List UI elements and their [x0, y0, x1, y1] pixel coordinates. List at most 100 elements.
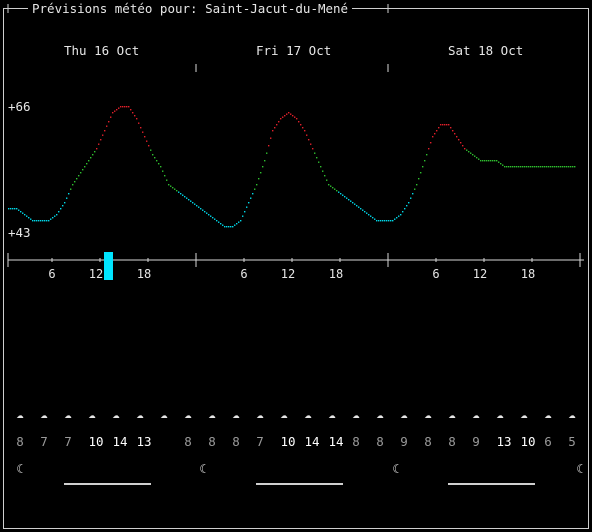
temperature-point: [522, 166, 524, 168]
temperature-point: [404, 208, 406, 210]
temperature-point: [462, 145, 464, 147]
temperature-point: [562, 166, 564, 168]
night-icon: ☾: [392, 462, 400, 476]
temperature-point: [402, 211, 404, 213]
temperature-point: [234, 224, 236, 226]
temperature-point: [218, 221, 220, 223]
temperature-point: [518, 166, 520, 168]
temperature-point: [530, 166, 532, 168]
temperature-point: [394, 218, 396, 220]
temperature-point: [472, 154, 474, 156]
temperature-point: [242, 215, 244, 217]
temperature-point: [488, 160, 490, 162]
temperature-point: [534, 166, 536, 168]
temperature-point: [124, 106, 126, 108]
night-icon: ☾: [16, 462, 24, 476]
temperature-point: [228, 226, 230, 228]
temperature-point: [498, 161, 500, 163]
weather-icon: ☁: [544, 407, 552, 421]
temperature-point: [26, 215, 28, 217]
temperature-point: [148, 145, 150, 147]
temperature-point: [496, 160, 498, 162]
temperature-point: [342, 194, 344, 196]
temperature-point: [140, 127, 142, 129]
daylight-bar: [256, 483, 343, 485]
temperature-point: [288, 112, 290, 114]
temperature-point: [18, 209, 20, 211]
temperature-point: [256, 184, 258, 186]
current-time-marker: [104, 252, 113, 280]
temperature-point: [136, 118, 138, 120]
temperature-point: [184, 196, 186, 198]
temperature-point: [406, 205, 408, 207]
temperature-point: [390, 220, 392, 222]
weather-icon: ☁: [376, 407, 384, 421]
hour-tick-label: 12: [472, 267, 488, 281]
day-label: Sat 18 Oct: [448, 43, 524, 58]
weather-icon: ☁: [208, 407, 216, 421]
temperature-point: [524, 166, 526, 168]
temperature-point: [482, 160, 484, 162]
temperature-point: [408, 202, 410, 204]
temperature-point: [392, 220, 394, 222]
temperature-point: [436, 130, 438, 132]
temperature-point: [128, 106, 130, 108]
weather-icon: ☁: [472, 407, 480, 421]
temperature-point: [388, 220, 390, 222]
temperature-point: [134, 115, 136, 117]
temperature-point: [156, 160, 158, 162]
temperature-point: [186, 197, 188, 199]
temperature-point: [280, 118, 282, 120]
forecast-value: 13: [496, 434, 512, 449]
weather-icon: ☁: [232, 407, 240, 421]
temperature-point: [50, 218, 52, 220]
temperature-point: [554, 166, 556, 168]
temperature-point: [214, 218, 216, 220]
temperature-point: [90, 157, 92, 159]
temperature-point: [196, 205, 198, 207]
temperature-point: [512, 166, 514, 168]
day-label: Thu 16 Oct: [64, 43, 140, 58]
temperature-point: [340, 193, 342, 195]
temperature-point: [28, 217, 30, 219]
temperature-point: [164, 175, 166, 177]
forecast-value: 7: [256, 434, 264, 449]
temperature-point: [70, 188, 72, 190]
temperature-point: [52, 217, 54, 219]
temperature-point: [64, 202, 66, 204]
temperature-point: [398, 215, 400, 217]
temperature-point: [350, 200, 352, 202]
temperature-point: [206, 212, 208, 214]
forecast-value: 6: [544, 434, 552, 449]
temperature-point: [334, 188, 336, 190]
temperature-point: [20, 211, 22, 213]
temperature-point: [542, 166, 544, 168]
temperature-point: [264, 160, 266, 162]
weather-icon: ☁: [448, 407, 456, 421]
temperature-point: [38, 220, 40, 222]
temperature-point: [304, 130, 306, 132]
temperature-point: [454, 133, 456, 135]
temperature-point: [282, 116, 284, 118]
temperature-point: [160, 166, 162, 168]
temperature-point: [514, 166, 516, 168]
night-icon: ☾: [576, 462, 584, 476]
temperature-point: [270, 137, 272, 139]
weather-icon: ☁: [424, 407, 432, 421]
weather-icon: ☁: [304, 407, 312, 421]
temperature-point: [556, 166, 558, 168]
weather-icon: ☁: [256, 407, 264, 421]
weather-icon: ☁: [520, 407, 528, 421]
temperature-point: [48, 220, 50, 222]
temperature-point: [56, 214, 58, 216]
temperature-point: [476, 157, 478, 159]
temperature-point: [426, 154, 428, 156]
temperature-point: [274, 127, 276, 129]
temperature-point: [24, 214, 26, 216]
temperature-point: [400, 214, 402, 216]
temperature-point: [564, 166, 566, 168]
forecast-value: 14: [112, 434, 128, 449]
y-max-label: +66: [8, 99, 31, 114]
temperature-point: [546, 166, 548, 168]
temperature-point: [410, 197, 412, 199]
